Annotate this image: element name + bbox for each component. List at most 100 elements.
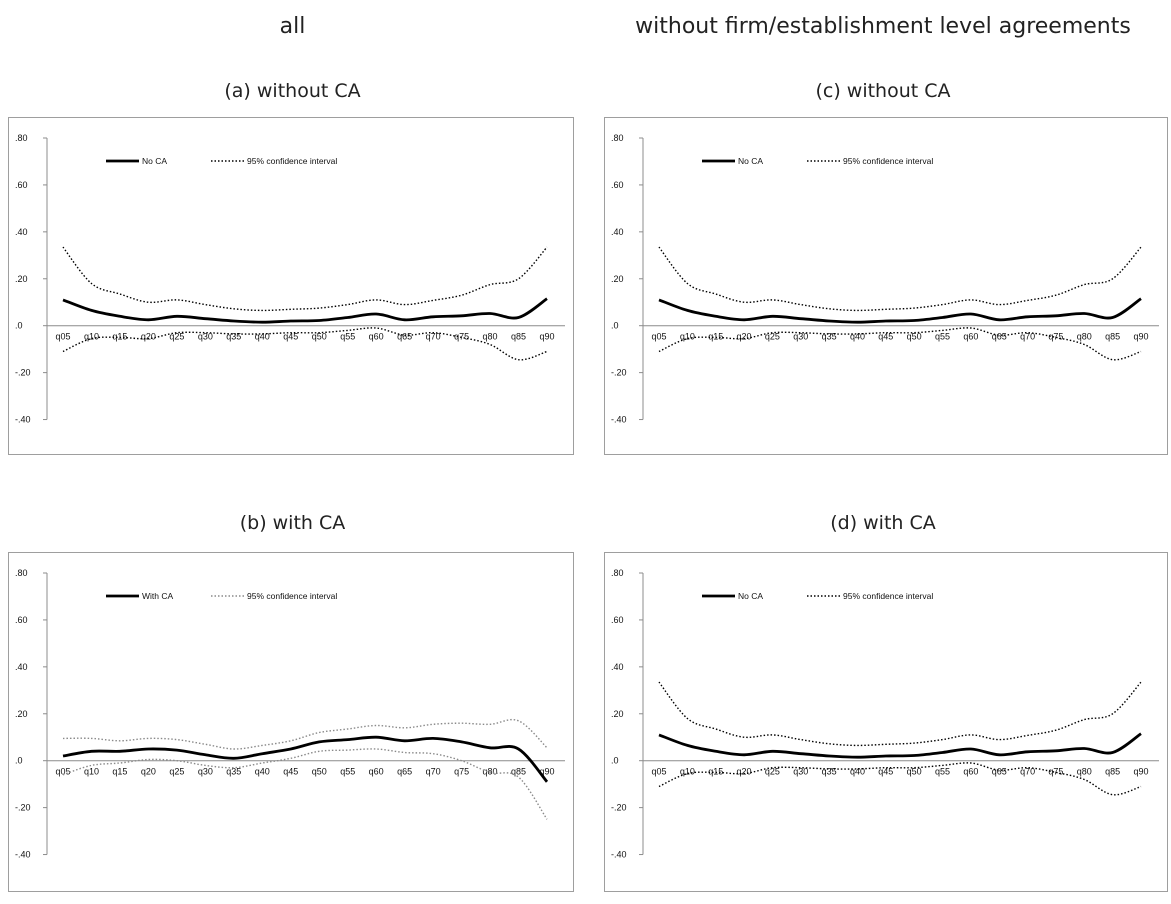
x-tick-label: q55 — [340, 332, 355, 342]
x-tick-label: q70 — [426, 332, 441, 342]
x-tick-label: q70 — [1020, 767, 1035, 777]
x-tick-label: q35 — [226, 767, 241, 777]
confidence-interval-line — [62, 748, 548, 820]
legend-label: 95% confidence interval — [247, 156, 337, 166]
x-tick-label: q30 — [198, 332, 213, 342]
x-tick-label: q05 — [55, 332, 70, 342]
x-tick-label: q15 — [708, 332, 723, 342]
confidence-interval-line — [658, 681, 1142, 747]
y-tick-label: .80 — [15, 133, 28, 143]
x-tick-label: q80 — [1077, 332, 1092, 342]
x-tick-label: q25 — [169, 767, 184, 777]
chart-c-svg: .80 .60 .40 .20 .0 -.20 -.40 q05 q10 q15 q20 q25 q30… — [611, 133, 1159, 425]
y-tick-label: -.40 — [15, 415, 31, 425]
y-tick-label: -.20 — [15, 803, 31, 813]
x-tick-label: q70 — [426, 767, 441, 777]
x-tick-label: q70 — [1020, 332, 1035, 342]
estimate-line — [62, 297, 548, 324]
x-tick-label: q90 — [539, 767, 554, 777]
legend-label: 95% confidence interval — [843, 591, 933, 601]
y-tick-label: -.40 — [15, 850, 31, 860]
x-tick-label: q65 — [992, 332, 1007, 342]
legend-label: No CA — [142, 156, 167, 166]
y-tick-label: -.40 — [611, 850, 627, 860]
panel-title-c: (c) without CA — [815, 80, 951, 102]
x-tick-label: q45 — [283, 332, 298, 342]
y-tick-label: -.20 — [611, 803, 627, 813]
x-tick-label: q75 — [454, 767, 469, 777]
x-tick-label: q40 — [850, 767, 865, 777]
x-tick-label: q85 — [511, 332, 526, 342]
x-tick-label: q45 — [878, 332, 893, 342]
y-tick-label: .20 — [15, 274, 28, 284]
legend-label: No CA — [738, 156, 763, 166]
x-tick-label: q55 — [935, 767, 950, 777]
y-tick-label: .60 — [15, 180, 28, 190]
x-tick-label: q75 — [1048, 332, 1063, 342]
x-tick-label: q20 — [737, 767, 752, 777]
x-tick-label: q90 — [1133, 767, 1148, 777]
x-tick-label: q25 — [169, 332, 184, 342]
x-tick-label: q45 — [878, 767, 893, 777]
x-tick-label: q15 — [708, 767, 723, 777]
y-tick-label: .60 — [611, 615, 624, 625]
x-tick-label: q15 — [112, 332, 127, 342]
confidence-interval-line — [658, 327, 1142, 361]
y-tick-label: .80 — [611, 133, 624, 143]
x-tick-label: q20 — [141, 332, 156, 342]
x-tick-label: q85 — [1105, 767, 1120, 777]
x-tick-label: q90 — [1133, 332, 1148, 342]
x-tick-label: q35 — [822, 332, 837, 342]
x-tick-label: q60 — [963, 332, 978, 342]
y-tick-label: -.40 — [611, 415, 627, 425]
x-tick-label: q65 — [397, 767, 412, 777]
y-tick-label: .60 — [611, 180, 624, 190]
y-tick-label: .80 — [15, 568, 28, 578]
x-tick-label: q10 — [84, 332, 99, 342]
y-tick-label: .0 — [15, 321, 23, 331]
x-tick-label: q05 — [651, 767, 666, 777]
x-tick-label: q80 — [483, 332, 498, 342]
chart-panel-c: .80 .60 .40 .20 .0 -.20 -.40 q05 q10 q15 q20 q25 q30… — [604, 117, 1168, 455]
x-tick-label: q55 — [340, 767, 355, 777]
x-tick-label: q15 — [112, 767, 127, 777]
confidence-interval-line — [658, 762, 1142, 796]
y-tick-label: .20 — [611, 274, 624, 284]
x-tick-label: q40 — [255, 332, 270, 342]
x-tick-label: q50 — [312, 767, 327, 777]
x-tick-label: q85 — [511, 767, 526, 777]
x-tick-label: q60 — [369, 767, 384, 777]
x-tick-label: q45 — [283, 767, 298, 777]
chart-panel-d: .80 .60 .40 .20 .0 -.20 -.40 q05 q10 q15 q20 q25 q30… — [604, 552, 1168, 892]
x-tick-label: q60 — [369, 332, 384, 342]
x-tick-label: q10 — [680, 332, 695, 342]
column-heading-without-agreements: without firm/establishment level agreeme… — [635, 14, 1131, 39]
y-tick-label: .40 — [611, 227, 624, 237]
chart-b-svg: .80 .60 .40 .20 .0 -.20 -.40 q05 q10 q15 q20 q25 q30… — [15, 568, 565, 860]
y-tick-label: .60 — [15, 615, 28, 625]
y-tick-label: .0 — [611, 756, 619, 766]
x-tick-label: q65 — [397, 332, 412, 342]
x-tick-label: q50 — [907, 332, 922, 342]
y-tick-label: .0 — [611, 321, 619, 331]
y-tick-label: .40 — [611, 662, 624, 672]
panel-title-b: (b) with CA — [239, 512, 346, 534]
x-tick-label: q25 — [765, 767, 780, 777]
y-tick-label: .20 — [15, 709, 28, 719]
x-tick-label: q90 — [539, 332, 554, 342]
legend-label: 95% confidence interval — [843, 156, 933, 166]
x-tick-label: q20 — [141, 767, 156, 777]
chart-d-svg: .80 .60 .40 .20 .0 -.20 -.40 q05 q10 q15 q20 q25 q30… — [611, 568, 1159, 860]
x-tick-label: q25 — [765, 332, 780, 342]
legend-label: 95% confidence interval — [247, 591, 337, 601]
chart-a-svg: .80 .60 .40 .20 .0 -.20 -.40 q05 q10 q15 q20 q25 q30… — [15, 133, 565, 425]
y-tick-label: .0 — [15, 756, 23, 766]
confidence-interval-line — [62, 327, 548, 361]
legend-label: With CA — [142, 591, 174, 601]
x-tick-label: q40 — [850, 332, 865, 342]
chart-panel-b: .80 .60 .40 .20 .0 -.20 -.40 q05 q10 q15 q20 q25 q30… — [8, 552, 574, 892]
x-tick-label: q50 — [312, 332, 327, 342]
x-tick-label: q65 — [992, 767, 1007, 777]
y-tick-label: .20 — [611, 709, 624, 719]
estimate-line — [658, 297, 1142, 324]
